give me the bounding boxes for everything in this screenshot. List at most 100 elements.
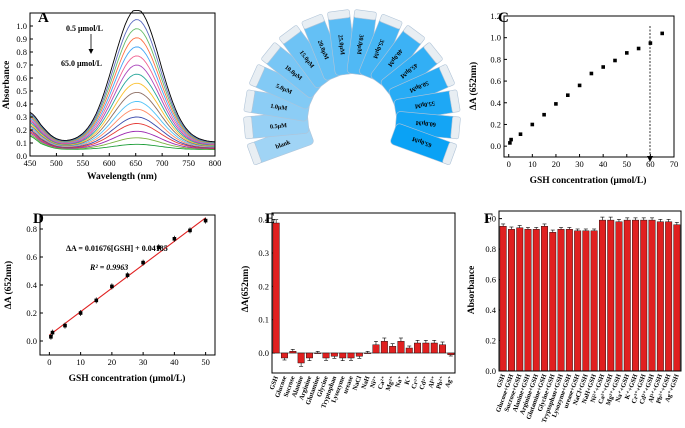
bar (439, 344, 446, 354)
panel-a-ylabel: Absorbance (2, 61, 12, 110)
y-tick-label: 0.6 (490, 76, 501, 86)
data-point (509, 137, 513, 142)
panel-d-chart: 0 10 20 30 40 50 0.0 0.2 0.4 0.6 0.8 ΔA = 0.01676[… (3, 214, 216, 384)
tube-cap (301, 14, 325, 30)
spectrum-line (29, 46, 216, 145)
y-tick-label: 0.2 (16, 125, 27, 135)
tube-label: 0.5μM (270, 122, 288, 131)
x-tick-label: 40 (599, 159, 608, 169)
x-tick-label: 30 (575, 159, 584, 169)
panel-e-ylabel: ΔA(652nm) (240, 266, 251, 313)
y-tick-label: 0.0 (16, 151, 27, 161)
tube-cap (247, 142, 262, 166)
bar (499, 225, 507, 372)
bar (289, 351, 297, 354)
y-tick-label: 0.9 (16, 34, 27, 44)
y-tick-label: 0.8 (16, 47, 27, 57)
tube-label: 30.0μM (355, 34, 365, 55)
panel-d-xlabel: GSH concentration (μmol/L) (69, 373, 186, 384)
x-tick-label: 750 (182, 158, 195, 168)
y-tick-label: 0.8 (485, 244, 496, 254)
tube: 40.0μM (370, 25, 425, 88)
data-point (660, 31, 664, 36)
category-label: Mg²⁺ (385, 375, 397, 392)
bar (306, 352, 313, 359)
x-tick-label: 30 (139, 357, 148, 367)
data-point (577, 83, 582, 88)
data-point (78, 311, 83, 315)
bar (330, 352, 338, 357)
spectrum-line (29, 55, 216, 145)
data-point (589, 71, 594, 76)
y-tick-label: 0.0 (485, 366, 496, 376)
panel-a-spectra (29, 9, 216, 150)
tube-cap (439, 64, 455, 88)
panel-f-ylabel: Absorbance (467, 266, 477, 315)
data-point (63, 323, 67, 328)
spectrum-line (29, 28, 216, 144)
panel-label-a: A (38, 10, 49, 26)
bar (541, 225, 548, 372)
bar (665, 221, 673, 372)
category-label: Ni²⁺ (369, 375, 380, 389)
category-label: NaCl (352, 375, 364, 391)
panel-f-bars (499, 216, 681, 372)
x-tick-label: 50 (623, 159, 632, 169)
category-label: Cr³⁺ (410, 375, 421, 390)
x-tick-label: 650 (129, 158, 142, 168)
spectrum-line (29, 100, 216, 148)
bar (380, 341, 388, 354)
y-tick-label: 0.4 (490, 98, 501, 108)
data-point (172, 237, 177, 241)
tube-cap (249, 64, 265, 88)
panel-d-frame (39, 214, 216, 356)
panel-label-c: C (498, 10, 509, 26)
category-label: GSH (496, 372, 508, 388)
category-label: NaH (360, 374, 371, 390)
x-tick-label: 600 (103, 158, 116, 168)
spectrum-line (29, 9, 216, 143)
y-tick-label: 0.0 (258, 348, 269, 358)
tube-label: 1.0μM (270, 103, 288, 113)
bar (549, 232, 557, 372)
panel-a-frame (29, 12, 216, 157)
tube-cap (379, 14, 403, 30)
spectrum-line (29, 130, 215, 149)
x-tick-label: 700 (156, 158, 169, 168)
y-tick-label: 1.0 (490, 33, 501, 43)
tube-cap (448, 89, 461, 113)
y-tick-label: 0.4 (26, 280, 37, 290)
bar (599, 219, 606, 372)
category-label: GSH (269, 374, 281, 390)
bar (447, 352, 455, 355)
y-tick-label: 0.8 (26, 224, 37, 234)
data-point (94, 298, 99, 303)
data-point (188, 228, 192, 233)
y-tick-label: 0.4 (258, 215, 269, 225)
x-tick-label: 10 (76, 357, 85, 367)
x-tick-label: 0 (47, 357, 51, 367)
panel-a-xlabel: Wavelength (nm) (87, 171, 157, 182)
x-tick-label: 50 (201, 357, 210, 367)
spectrum-line (29, 64, 216, 146)
panel-d-r2: R² = 0.9963 (89, 263, 128, 272)
tube-label: 60.0μM (415, 119, 436, 128)
data-point (508, 141, 512, 145)
tube: 15.0μM (279, 25, 334, 88)
y-tick-label: 0.4 (16, 99, 27, 109)
x-tick-label: 450 (24, 158, 37, 168)
category-label: Al³⁺ (427, 375, 438, 389)
category-label: K⁺ (404, 375, 414, 386)
category-label: Ag⁺ (444, 375, 455, 389)
bar (516, 227, 524, 372)
bar (322, 352, 330, 359)
tube-label: 25.0μM (336, 34, 346, 55)
spectrum-line (29, 135, 215, 150)
data-point (141, 260, 145, 265)
bar (590, 230, 598, 372)
spectrum-line (29, 108, 216, 148)
x-tick-label: 60 (646, 159, 655, 169)
bar (405, 347, 413, 354)
y-tick-label: 0.6 (26, 252, 37, 262)
data-point (49, 335, 53, 339)
